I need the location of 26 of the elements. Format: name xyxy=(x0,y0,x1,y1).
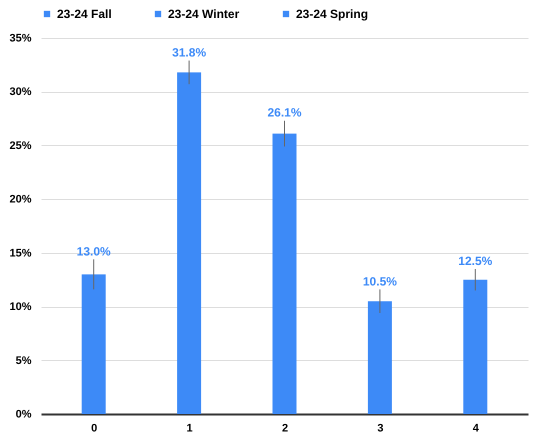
y-tick-label: 15% xyxy=(9,247,32,260)
bar xyxy=(177,72,202,414)
legend-label: 23-24 Spring xyxy=(296,7,368,21)
bar xyxy=(368,301,392,414)
x-tick-label: 4 xyxy=(472,422,480,434)
y-tick-label: 0% xyxy=(16,408,32,420)
data-label: 26.1% xyxy=(267,106,302,120)
data-label: 12.5% xyxy=(458,254,493,268)
x-tick-label: 1 xyxy=(186,422,193,434)
bar xyxy=(272,134,296,414)
y-tick-label: 10% xyxy=(9,301,32,314)
x-tick-label: 0 xyxy=(91,422,98,434)
data-label: 13.0% xyxy=(76,244,112,258)
y-tick-label: 20% xyxy=(9,194,32,206)
x-tick-label: 2 xyxy=(282,422,288,434)
legend-label: 23-24 Fall xyxy=(57,7,112,21)
bar xyxy=(82,274,106,414)
y-tick-label: 30% xyxy=(9,86,32,98)
x-tick-label: 3 xyxy=(377,422,384,434)
bar xyxy=(463,280,488,414)
data-label: 10.5% xyxy=(362,274,398,288)
y-tick-label: 5% xyxy=(16,354,32,367)
y-tick-label: 35% xyxy=(9,32,32,44)
legend-label: 23-24 Winter xyxy=(168,7,240,21)
y-tick-label: 25% xyxy=(9,140,32,152)
data-label: 31.8% xyxy=(172,46,206,60)
